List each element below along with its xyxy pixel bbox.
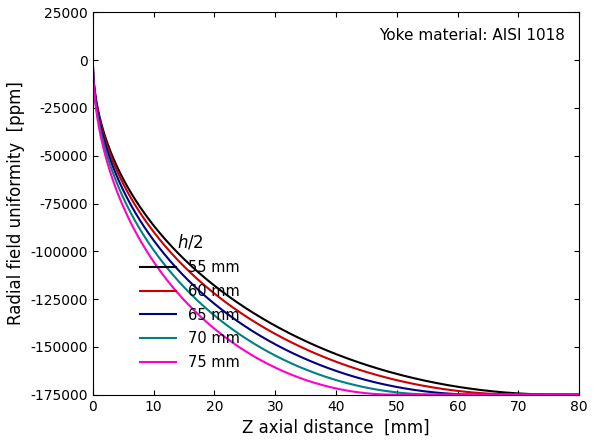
70 mm (576, 392, 583, 397)
Line: 70 mm: 70 mm (93, 60, 580, 395)
65 mm (275, 344, 282, 349)
55 mm (406, 374, 413, 380)
70 mm (489, 392, 496, 397)
70 mm (452, 392, 459, 397)
75 mm (89, 58, 96, 63)
65 mm (475, 392, 483, 397)
70 mm (275, 355, 282, 360)
65 mm (576, 392, 583, 397)
55 mm (489, 388, 496, 394)
75 mm (178, 294, 185, 300)
75 mm (576, 392, 583, 397)
70 mm (381, 388, 388, 393)
55 mm (275, 325, 282, 330)
70 mm (178, 281, 185, 287)
55 mm (381, 368, 388, 373)
65 mm (406, 386, 413, 392)
75 mm (406, 392, 413, 397)
Line: 55 mm: 55 mm (93, 60, 580, 395)
75 mm (390, 392, 397, 397)
65 mm (489, 392, 496, 397)
60 mm (518, 392, 525, 397)
55 mm (452, 384, 459, 389)
60 mm (381, 374, 388, 380)
60 mm (89, 58, 96, 63)
65 mm (89, 58, 96, 63)
75 mm (452, 392, 459, 397)
70 mm (89, 58, 96, 63)
55 mm (555, 392, 562, 397)
70 mm (406, 391, 413, 396)
Line: 65 mm: 65 mm (93, 60, 580, 395)
Legend: 55 mm, 60 mm, 65 mm, 70 mm, 75 mm: 55 mm, 60 mm, 65 mm, 70 mm, 75 mm (134, 226, 246, 376)
55 mm (89, 58, 96, 63)
60 mm (576, 392, 583, 397)
65 mm (178, 270, 185, 276)
Text: Yoke material: AISI 1018: Yoke material: AISI 1018 (379, 28, 565, 43)
60 mm (275, 333, 282, 338)
75 mm (489, 392, 496, 397)
60 mm (406, 381, 413, 386)
65 mm (381, 382, 388, 387)
Y-axis label: Radial field uniformity  [ppm]: Radial field uniformity [ppm] (7, 82, 25, 325)
60 mm (178, 261, 185, 266)
65 mm (452, 391, 459, 396)
Line: 60 mm: 60 mm (93, 60, 580, 395)
75 mm (381, 392, 388, 397)
Line: 75 mm: 75 mm (93, 60, 580, 395)
55 mm (576, 392, 583, 397)
55 mm (178, 254, 185, 259)
70 mm (433, 392, 440, 397)
60 mm (489, 391, 496, 396)
75 mm (275, 367, 282, 372)
X-axis label: Z axial distance  [mm]: Z axial distance [mm] (242, 419, 430, 437)
60 mm (452, 388, 459, 393)
